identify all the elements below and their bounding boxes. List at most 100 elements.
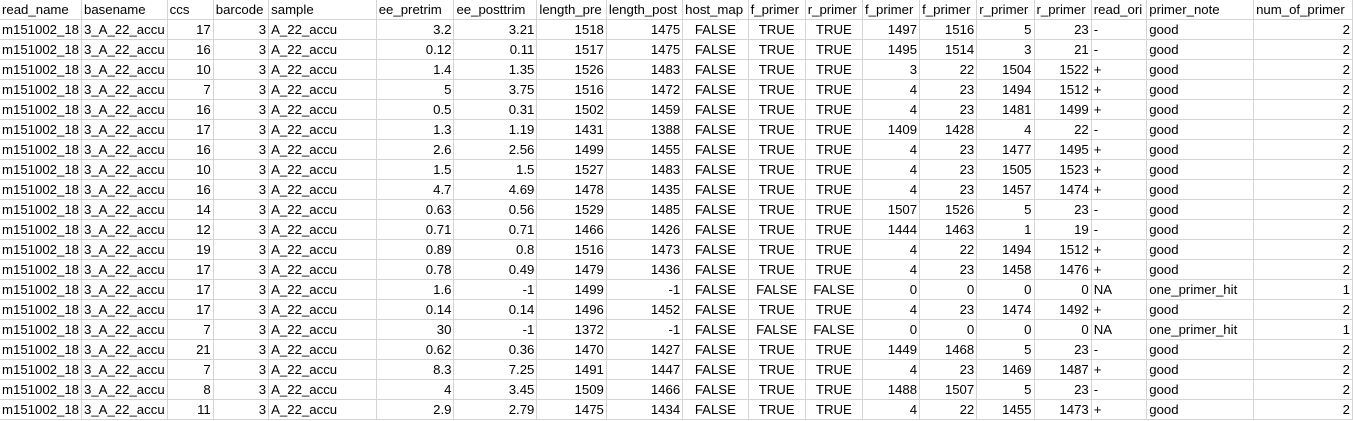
cell[interactable]: 17 <box>167 19 214 40</box>
column-header[interactable]: basename <box>81 0 168 20</box>
cell[interactable]: 0.14 <box>453 299 538 320</box>
cell[interactable]: 1447 <box>606 359 684 380</box>
cell[interactable]: TRUE <box>805 199 863 220</box>
cell[interactable]: 23 <box>1034 19 1092 40</box>
cell[interactable]: 5 <box>976 379 1035 400</box>
cell[interactable]: TRUE <box>805 99 863 120</box>
cell[interactable]: - <box>1091 19 1148 40</box>
cell[interactable]: + <box>1091 99 1148 120</box>
cell[interactable]: m151002_18 <box>0 139 82 160</box>
cell[interactable]: 21 <box>1034 39 1092 60</box>
cell[interactable]: TRUE <box>748 99 806 120</box>
cell[interactable]: 0.36 <box>453 339 538 360</box>
cell[interactable]: TRUE <box>748 59 806 80</box>
cell[interactable]: 1526 <box>919 199 978 220</box>
column-header[interactable]: primer_note <box>1146 0 1255 20</box>
cell[interactable]: 3.2 <box>376 19 455 40</box>
cell[interactable]: 1475 <box>536 399 607 420</box>
cell[interactable]: 1469 <box>976 359 1035 380</box>
cell[interactable]: 23 <box>1034 339 1092 360</box>
cell[interactable]: FALSE <box>682 99 749 120</box>
cell[interactable]: A_22_accu <box>268 119 377 140</box>
cell[interactable]: 4.69 <box>453 179 538 200</box>
column-header[interactable]: r_primer <box>1034 0 1092 20</box>
cell[interactable]: 1388 <box>606 119 684 140</box>
column-header[interactable]: r_primer <box>805 0 863 20</box>
cell[interactable]: 4 <box>862 159 921 180</box>
cell[interactable]: 3_A_22_accu <box>81 179 168 200</box>
cell[interactable]: 1499 <box>1034 99 1092 120</box>
cell[interactable]: m151002_18 <box>0 19 82 40</box>
cell[interactable]: 1474 <box>976 299 1035 320</box>
cell[interactable]: 0.11 <box>453 39 538 60</box>
cell[interactable]: 1455 <box>976 399 1035 420</box>
cell[interactable]: FALSE <box>805 279 863 300</box>
cell[interactable]: 1426 <box>606 219 684 240</box>
cell[interactable]: 0 <box>976 319 1035 340</box>
cell[interactable]: good <box>1146 119 1255 140</box>
cell[interactable]: 1475 <box>606 19 684 40</box>
cell[interactable]: - <box>1091 39 1148 60</box>
cell[interactable]: 12 <box>167 219 214 240</box>
cell[interactable]: -1 <box>453 279 538 300</box>
cell[interactable]: good <box>1146 219 1255 240</box>
cell[interactable]: 3 <box>213 299 270 320</box>
cell[interactable]: 1492 <box>1034 299 1092 320</box>
cell[interactable]: 1473 <box>606 239 684 260</box>
cell[interactable]: 1476 <box>1034 259 1092 280</box>
cell[interactable]: TRUE <box>805 119 863 140</box>
cell[interactable]: + <box>1091 139 1148 160</box>
cell[interactable]: 1522 <box>1034 59 1092 80</box>
cell[interactable]: - <box>1091 379 1148 400</box>
cell[interactable]: m151002_18 <box>0 399 82 420</box>
cell[interactable]: good <box>1146 339 1255 360</box>
cell[interactable]: 1517 <box>536 39 607 60</box>
cell[interactable]: 30 <box>376 319 455 340</box>
cell[interactable]: 4 <box>862 179 921 200</box>
cell[interactable]: FALSE <box>682 219 749 240</box>
cell[interactable]: FALSE <box>682 339 749 360</box>
cell[interactable]: 2 <box>1253 299 1353 320</box>
cell[interactable]: 3_A_22_accu <box>81 219 168 240</box>
cell[interactable]: 1494 <box>976 239 1035 260</box>
cell[interactable]: 1 <box>976 219 1035 240</box>
cell[interactable]: 3 <box>213 179 270 200</box>
cell[interactable]: 4 <box>862 239 921 260</box>
cell[interactable]: A_22_accu <box>268 19 377 40</box>
cell[interactable]: m151002_18 <box>0 199 82 220</box>
cell[interactable]: FALSE <box>682 199 749 220</box>
cell[interactable]: 3 <box>213 239 270 260</box>
cell[interactable]: TRUE <box>805 399 863 420</box>
cell[interactable]: 1 <box>1253 319 1353 340</box>
column-header[interactable]: sample <box>268 0 377 20</box>
cell[interactable]: 1499 <box>536 279 607 300</box>
cell[interactable]: 0.31 <box>453 99 538 120</box>
cell[interactable]: 2 <box>1253 339 1353 360</box>
cell[interactable]: 2.79 <box>453 399 538 420</box>
column-header[interactable]: length_post <box>606 0 684 20</box>
cell[interactable]: A_22_accu <box>268 279 377 300</box>
cell[interactable]: TRUE <box>748 219 806 240</box>
column-header[interactable]: read_ori <box>1091 0 1148 20</box>
cell[interactable]: 1526 <box>536 59 607 80</box>
cell[interactable]: A_22_accu <box>268 39 377 60</box>
cell[interactable]: 3_A_22_accu <box>81 299 168 320</box>
cell[interactable]: 2 <box>1253 99 1353 120</box>
cell[interactable]: 2 <box>1253 379 1353 400</box>
cell[interactable]: 3 <box>213 219 270 240</box>
cell[interactable]: 5 <box>976 19 1035 40</box>
cell[interactable]: 5 <box>976 339 1035 360</box>
cell[interactable]: - <box>1091 199 1148 220</box>
cell[interactable]: 1466 <box>606 379 684 400</box>
cell[interactable]: A_22_accu <box>268 259 377 280</box>
cell[interactable]: TRUE <box>748 159 806 180</box>
cell[interactable]: one_primer_hit <box>1146 279 1255 300</box>
cell[interactable]: 23 <box>919 139 978 160</box>
cell[interactable]: 1.3 <box>376 119 455 140</box>
cell[interactable]: m151002_18 <box>0 239 82 260</box>
cell[interactable]: 1 <box>1253 279 1353 300</box>
cell[interactable]: 2 <box>1253 139 1353 160</box>
cell[interactable]: TRUE <box>748 19 806 40</box>
cell[interactable]: 3_A_22_accu <box>81 379 168 400</box>
cell[interactable]: TRUE <box>748 399 806 420</box>
